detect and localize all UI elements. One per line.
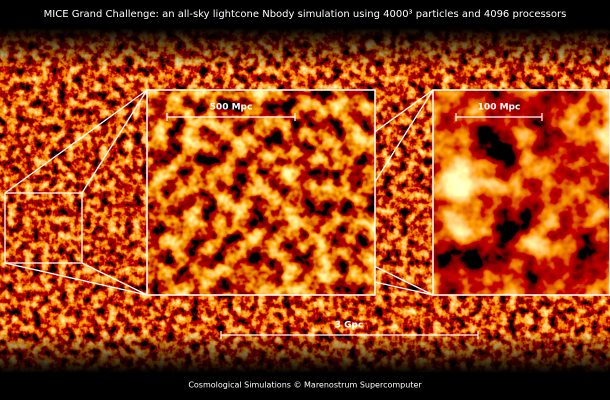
guide-line — [367, 262, 434, 296]
credit: Cosmological Simulations © Marenostrum S… — [188, 381, 422, 390]
guide-line — [4, 89, 148, 194]
zoom-panel-500 — [147, 90, 375, 295]
zoom-region-small — [4, 192, 83, 264]
panel-frame — [432, 89, 610, 296]
panel-frame — [146, 89, 376, 296]
guide-line — [81, 89, 148, 194]
guide-line — [4, 262, 148, 296]
title: MICE Grand Challenge: an all-sky lightco… — [44, 9, 567, 20]
scale-label: 3 Gpc — [335, 321, 364, 331]
scale-label: 500 Mpc — [210, 103, 253, 113]
scale-label: 100 Mpc — [478, 103, 521, 113]
guide-line — [81, 262, 148, 296]
guide-line — [367, 89, 434, 194]
zoom-panel-100 — [433, 90, 610, 295]
scale-bars — [166, 113, 543, 339]
